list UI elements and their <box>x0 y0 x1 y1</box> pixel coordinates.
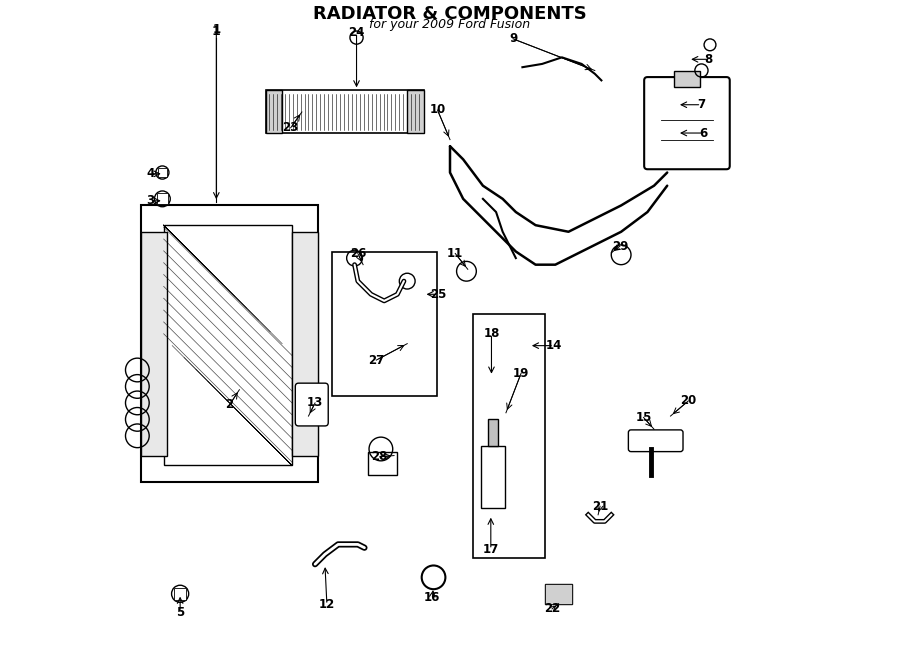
Text: 27: 27 <box>368 354 384 367</box>
Text: 29: 29 <box>612 240 628 253</box>
Text: 9: 9 <box>509 32 518 46</box>
Bar <box>140 232 167 455</box>
Text: 21: 21 <box>592 500 608 513</box>
Text: 25: 25 <box>430 288 446 301</box>
FancyBboxPatch shape <box>295 383 328 426</box>
Text: 24: 24 <box>348 26 364 39</box>
Bar <box>674 71 700 87</box>
Text: for your 2009 Ford Fusion: for your 2009 Ford Fusion <box>369 18 531 31</box>
Bar <box>158 168 167 177</box>
Bar <box>407 91 424 133</box>
Bar <box>140 206 319 482</box>
Text: 13: 13 <box>307 397 323 409</box>
Bar <box>164 225 292 465</box>
Bar <box>266 91 424 133</box>
Text: 6: 6 <box>699 126 707 139</box>
Bar <box>157 193 168 204</box>
Text: 4: 4 <box>147 167 155 180</box>
Text: 2: 2 <box>225 399 234 411</box>
Text: 1: 1 <box>212 22 220 36</box>
Bar <box>174 588 186 600</box>
Bar <box>545 584 572 603</box>
Bar <box>488 419 498 446</box>
Text: 20: 20 <box>680 395 697 407</box>
Text: 26: 26 <box>350 247 366 260</box>
Bar <box>473 314 545 558</box>
Text: 8: 8 <box>705 53 713 66</box>
Bar <box>266 91 283 133</box>
Bar <box>481 446 505 508</box>
Bar <box>331 252 436 397</box>
Text: 10: 10 <box>429 104 445 116</box>
Text: 12: 12 <box>319 598 335 611</box>
Text: 16: 16 <box>424 590 440 603</box>
Bar <box>368 452 397 475</box>
Text: 17: 17 <box>482 543 499 556</box>
Text: RADIATOR & COMPONENTS: RADIATOR & COMPONENTS <box>313 5 587 22</box>
FancyBboxPatch shape <box>628 430 683 451</box>
Bar <box>545 584 572 603</box>
Text: 5: 5 <box>176 605 184 619</box>
Text: 23: 23 <box>283 121 299 134</box>
Bar <box>292 232 319 455</box>
Text: 1: 1 <box>212 24 220 38</box>
Text: 28: 28 <box>372 450 388 463</box>
Text: 18: 18 <box>483 327 500 340</box>
FancyBboxPatch shape <box>644 77 730 169</box>
Text: 19: 19 <box>513 367 529 380</box>
Text: 7: 7 <box>698 98 706 111</box>
Text: 11: 11 <box>447 247 464 260</box>
Text: 14: 14 <box>545 339 562 352</box>
Text: 3: 3 <box>147 194 155 208</box>
Text: 15: 15 <box>635 411 652 424</box>
Text: 22: 22 <box>544 602 560 615</box>
